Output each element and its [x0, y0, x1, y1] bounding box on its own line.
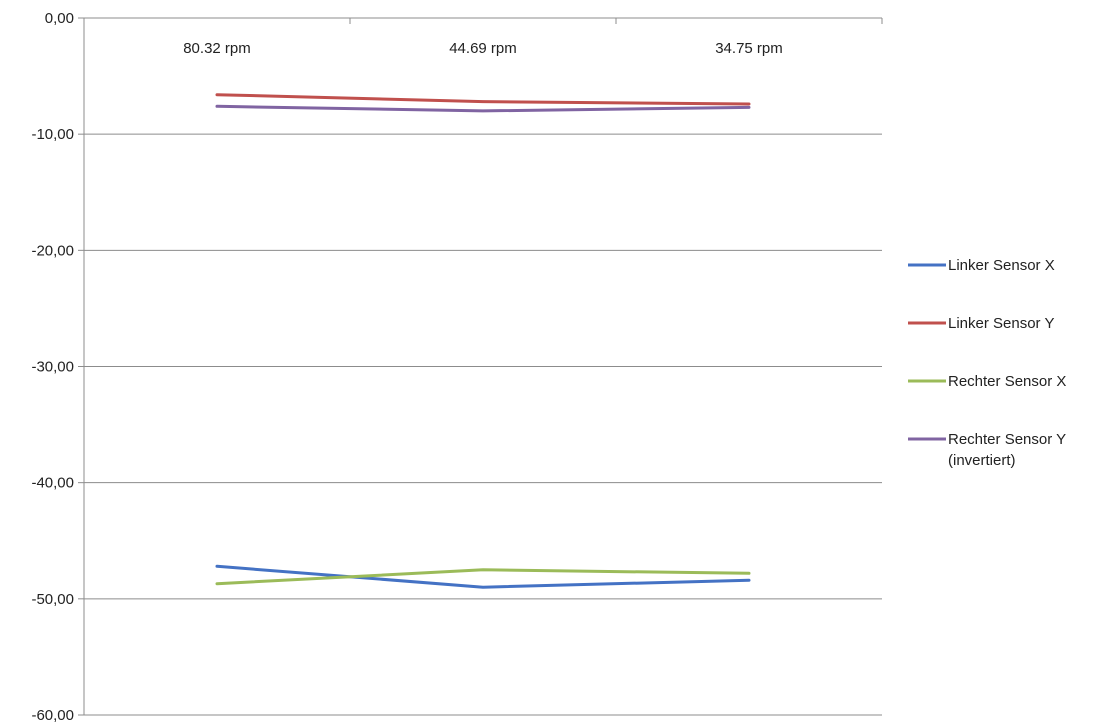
y-tick-label: -30,00	[31, 359, 74, 376]
y-tick-label: -50,00	[31, 591, 74, 608]
legend-label-1: Linker Sensor X	[948, 257, 1055, 274]
series-line-1	[215, 564, 751, 589]
x-tick-label: 80.32 rpm	[183, 40, 251, 57]
legend-label-2: Linker Sensor Y	[948, 315, 1054, 332]
y-tick-label: -60,00	[31, 707, 74, 724]
y-tick-label: -20,00	[31, 242, 74, 259]
y-tick-label: 0,00	[45, 10, 74, 27]
x-tick-label: 34.75 rpm	[715, 40, 783, 57]
series-line-4	[215, 104, 751, 113]
legend-label-3: Rechter Sensor X	[948, 373, 1066, 390]
y-tick-label: -40,00	[31, 475, 74, 492]
series-line-3	[215, 568, 751, 586]
legend-label-4: Rechter Sensor Y (invertiert)	[948, 431, 1066, 469]
y-tick-label: -10,00	[31, 126, 74, 143]
x-tick-label: 44.69 rpm	[449, 40, 517, 57]
series-line-2	[215, 93, 751, 106]
